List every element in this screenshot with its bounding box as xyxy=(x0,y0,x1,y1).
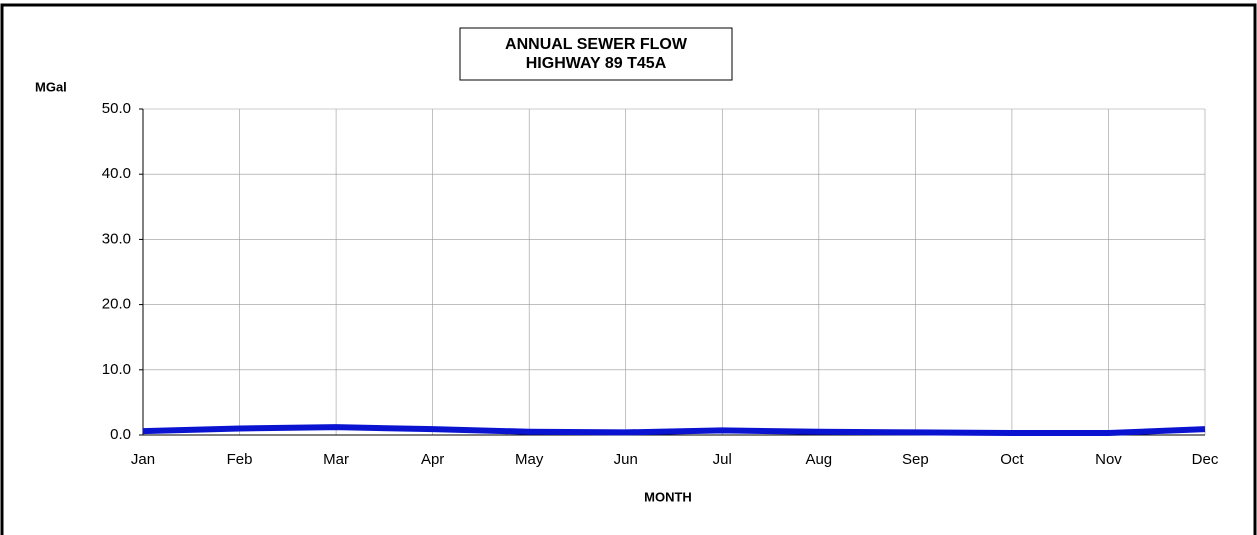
x-tick-label: Apr xyxy=(421,451,444,468)
chart-frame xyxy=(0,3,1257,535)
y-tick-label: 20.0 xyxy=(102,296,131,313)
x-tick-label: Oct xyxy=(1000,451,1024,468)
y-tick-label: 0.0 xyxy=(110,426,131,443)
x-tick-label: Sep xyxy=(902,451,929,468)
x-tick-label: Jun xyxy=(614,451,638,468)
y-tick-label: 50.0 xyxy=(102,100,131,117)
chart-title: HIGHWAY 89 T45A xyxy=(526,55,667,72)
y-tick-label: 30.0 xyxy=(102,230,131,247)
data-line xyxy=(142,424,1206,437)
x-tick-label: Mar xyxy=(323,451,349,468)
y-axis-label: MGal xyxy=(35,79,67,94)
x-tick-label: Jul xyxy=(713,451,732,468)
x-tick-label: Jan xyxy=(131,451,155,468)
x-tick-label: Dec xyxy=(1192,451,1219,468)
x-axis-label: MONTH xyxy=(644,489,692,504)
chart-title: ANNUAL SEWER FLOW xyxy=(505,36,688,53)
x-tick-label: May xyxy=(515,451,544,468)
y-tick-label: 40.0 xyxy=(102,165,131,182)
x-tick-label: Nov xyxy=(1095,451,1122,468)
x-tick-label: Feb xyxy=(227,451,253,468)
y-tick-label: 10.0 xyxy=(102,361,131,378)
title-box xyxy=(459,27,733,81)
x-tick-label: Aug xyxy=(805,451,832,468)
